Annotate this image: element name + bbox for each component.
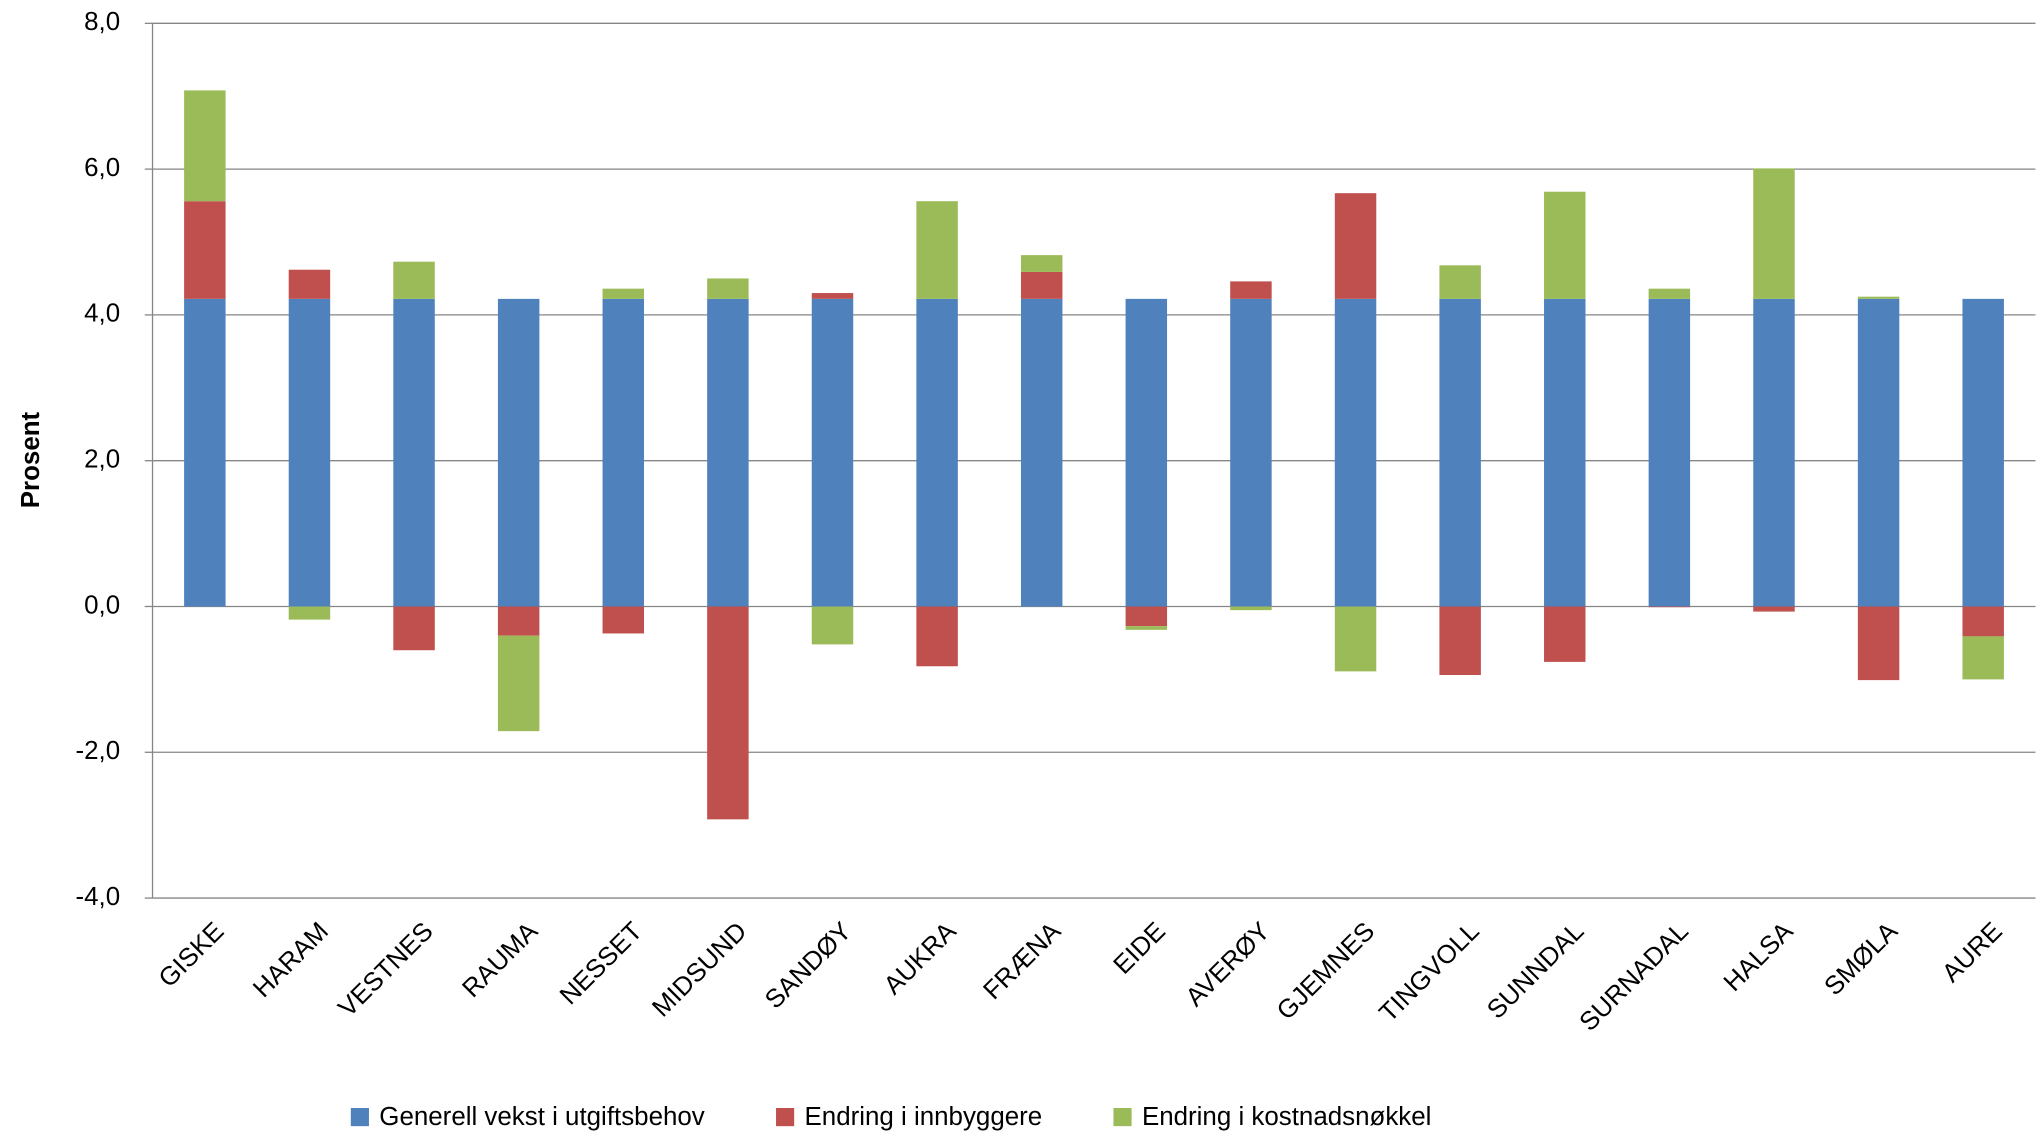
x-tick-label: RAUMA <box>457 917 543 1003</box>
y-tick-label: 6,0 <box>84 154 120 182</box>
legend-label: Endring i kostnadsnøkkel <box>1142 1103 1431 1131</box>
bar-segment <box>1544 191 1586 299</box>
bar-segment <box>393 606 435 651</box>
x-tick-label: GISKE <box>154 917 230 993</box>
bar-segment <box>1125 298 1168 607</box>
bar-segment <box>1334 606 1377 672</box>
bar-segment <box>1857 296 1900 299</box>
x-tick-label: HALSA <box>1719 917 1799 997</box>
bar-segment <box>1020 271 1063 299</box>
x-tick-label: GJEMNES <box>1272 917 1380 1025</box>
bar-segment <box>602 298 645 607</box>
y-tick-label: 8,0 <box>84 8 120 36</box>
bar-segment <box>1544 606 1586 662</box>
bar-segment <box>1648 298 1691 607</box>
bar-segment <box>497 298 540 607</box>
bar-segment <box>184 90 226 202</box>
x-tick-label: FRÆNA <box>978 917 1066 1005</box>
bar-segment <box>1020 255 1063 272</box>
x-tick-label: SANDØY <box>760 917 857 1014</box>
legend-swatch <box>776 1108 795 1127</box>
x-tick-label: AUKRA <box>879 917 962 1000</box>
y-tick-label: -2,0 <box>75 737 120 765</box>
bar-segment <box>184 298 226 607</box>
bar-segment <box>1439 298 1481 607</box>
bar-segment <box>1439 606 1481 676</box>
bar-segment <box>707 298 749 607</box>
y-tick-label: 4,0 <box>84 300 120 328</box>
bar-segment <box>916 606 958 667</box>
bar-segment <box>1857 606 1900 681</box>
bar-segment <box>1753 168 1795 299</box>
x-tick-label: AURE <box>1937 917 2008 988</box>
legend-label: Endring i innbyggere <box>805 1103 1043 1131</box>
bar-segment <box>916 201 958 299</box>
bar-segment <box>497 606 540 636</box>
y-tick-label: -4,0 <box>75 883 120 911</box>
bar-segment <box>497 635 540 732</box>
bar-segment <box>1648 288 1691 299</box>
bar-segment <box>602 288 645 299</box>
bar-segment <box>1544 298 1586 607</box>
x-tick-label: TINGVOLL <box>1374 917 1484 1027</box>
bar-segment <box>1020 298 1063 607</box>
bar-segment <box>1439 265 1481 299</box>
bar-segment <box>602 606 645 634</box>
y-axis-label: Prosent <box>17 411 45 508</box>
x-tick-label: SUNNDAL <box>1482 917 1589 1024</box>
bar-segment <box>1753 606 1795 612</box>
bar-segment <box>1857 298 1900 607</box>
x-tick-label: HARAM <box>248 917 334 1003</box>
bar-segment <box>1230 606 1272 611</box>
bar-segment <box>1334 193 1377 299</box>
bar-segment <box>1125 606 1168 627</box>
legend-swatch <box>350 1108 369 1127</box>
y-tick-label: 0,0 <box>84 591 120 619</box>
bar-segment <box>288 269 331 299</box>
bar-segment <box>1230 298 1272 607</box>
bar-segment <box>811 298 854 607</box>
legend-label: Generell vekst i utgiftsbehov <box>379 1103 704 1131</box>
bar-segment <box>811 293 854 299</box>
x-tick-label: VESTNES <box>333 917 438 1022</box>
bar-segment <box>184 201 226 299</box>
bar-segment <box>1230 281 1272 299</box>
legend-swatch <box>1113 1108 1132 1127</box>
bar-segment <box>393 261 435 299</box>
x-tick-label: EIDE <box>1108 917 1171 980</box>
x-tick-label: NESSET <box>555 917 648 1010</box>
bar-segment <box>1962 298 2004 607</box>
y-tick-label: 2,0 <box>84 446 120 474</box>
bar-segment <box>1648 606 1691 608</box>
x-tick-label: SMØLA <box>1819 917 1903 1001</box>
bar-segment <box>1962 606 2004 637</box>
bar-segment <box>1962 636 2004 680</box>
bar-segment <box>1334 298 1377 607</box>
x-tick-label: SURNADAL <box>1574 917 1694 1037</box>
bar-segment <box>811 606 854 645</box>
x-tick-label: MIDSUND <box>647 917 752 1022</box>
bar-segment <box>288 298 331 607</box>
bar-segment <box>1125 626 1168 630</box>
bar-segment <box>707 278 749 299</box>
bar-segment <box>288 606 331 620</box>
x-tick-label: AVERØY <box>1181 917 1276 1012</box>
bar-segment <box>1753 298 1795 607</box>
bar-segment <box>916 298 958 607</box>
bar-segment <box>393 298 435 607</box>
bar-segment <box>707 606 749 820</box>
